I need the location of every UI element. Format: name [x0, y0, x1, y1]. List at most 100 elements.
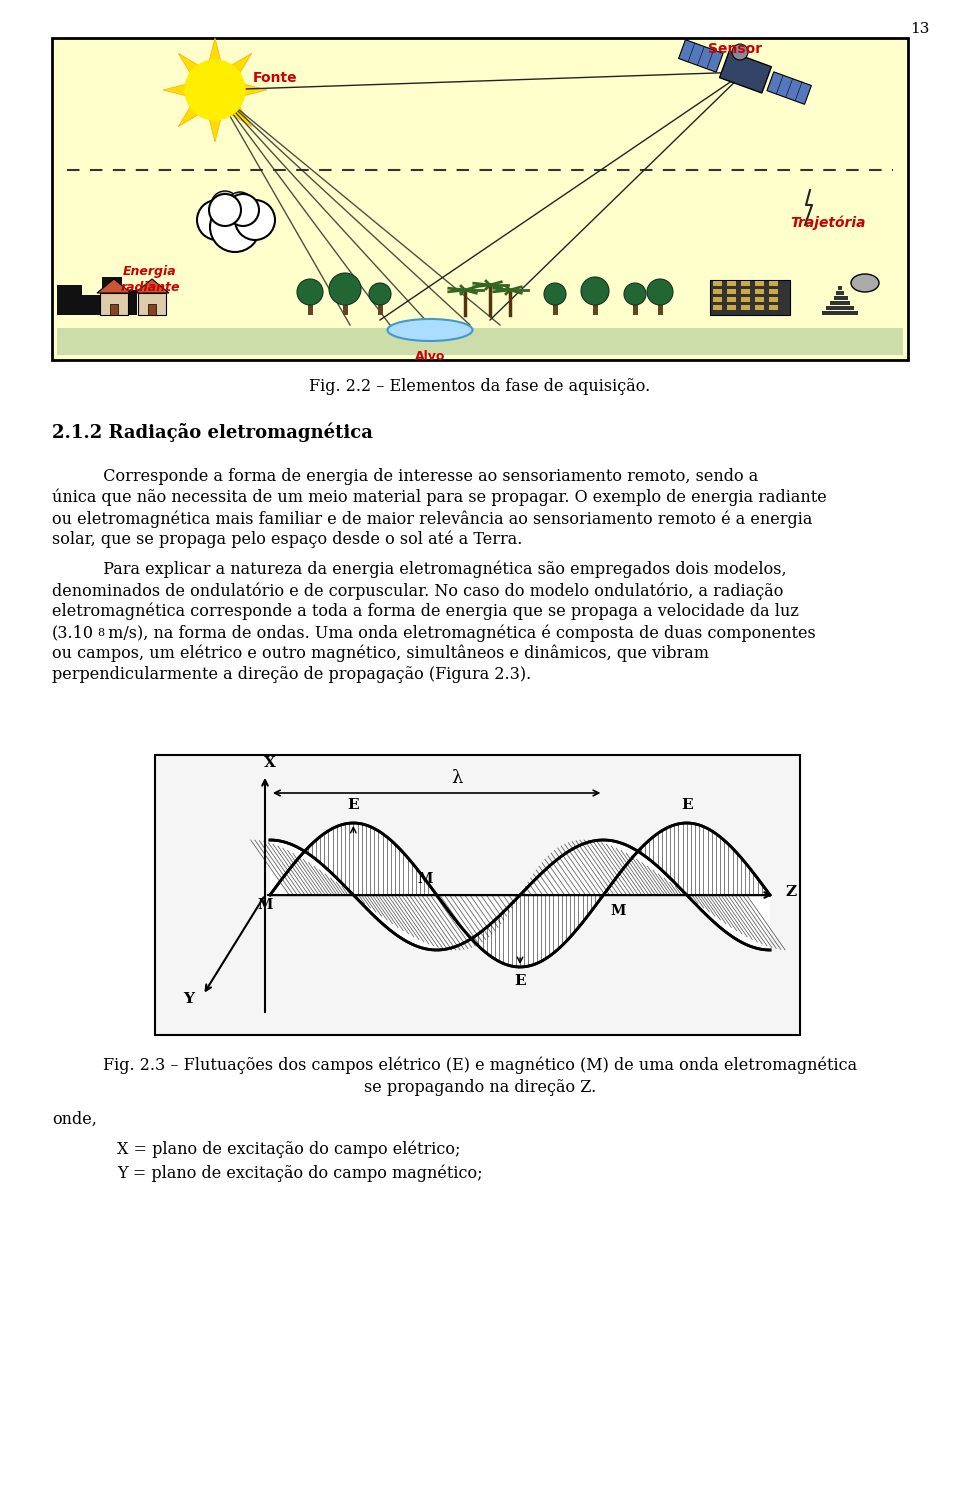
Text: X = plano de excitação do campo elétrico;: X = plano de excitação do campo elétrico… — [117, 1141, 461, 1159]
Circle shape — [369, 283, 391, 305]
Polygon shape — [209, 119, 221, 141]
Ellipse shape — [851, 274, 879, 292]
Polygon shape — [230, 53, 252, 75]
Bar — [713, 305, 722, 310]
Bar — [830, 301, 850, 305]
Bar — [755, 289, 764, 295]
Text: Z: Z — [785, 885, 796, 899]
Text: m/s), na forma de ondas. Uma onda eletromagnética é composta de duas componentes: m/s), na forma de ondas. Uma onda eletro… — [103, 624, 816, 642]
Circle shape — [297, 280, 323, 305]
Bar — [343, 305, 348, 316]
Bar — [52, 38, 908, 361]
Bar — [727, 289, 736, 295]
Text: Corresponde a forma de energia de interesse ao sensoriamento remoto, sendo a: Corresponde a forma de energia de intere… — [52, 467, 758, 485]
Text: solar, que se propaga pelo espaço desde o sol até a Terra.: solar, que se propaga pelo espaço desde … — [52, 531, 522, 549]
Text: denominados de ondulatório e de corpuscular. No caso do modelo ondulatório, a ra: denominados de ondulatório e de corpuscu… — [52, 582, 783, 600]
Text: 2.1.2 Radiação eletromagnética: 2.1.2 Radiação eletromagnética — [52, 422, 372, 442]
Text: perpendicularmente a direção de propagação (Figura 2.3).: perpendicularmente a direção de propagaç… — [52, 666, 531, 682]
Bar — [110, 304, 118, 316]
Text: Energia
radiante: Energia radiante — [120, 265, 180, 295]
Circle shape — [211, 191, 239, 219]
Circle shape — [185, 60, 245, 120]
Bar — [720, 51, 772, 93]
Bar — [755, 305, 764, 310]
Text: ou campos, um elétrico e outro magnético, simultâneos e dinâmicos, que vibram: ou campos, um elétrico e outro magnético… — [52, 645, 709, 663]
Bar — [593, 305, 598, 316]
Bar — [148, 304, 156, 316]
Bar — [633, 305, 638, 316]
Text: Y = plano de excitação do campo magnético;: Y = plano de excitação do campo magnétic… — [117, 1165, 483, 1183]
Text: M: M — [257, 897, 273, 912]
Bar — [553, 305, 558, 316]
Bar — [769, 298, 778, 302]
Polygon shape — [230, 105, 252, 126]
Text: Fig. 2.3 – Flutuações dos campos elétrico (E) e magnético (M) de uma onda eletro: Fig. 2.3 – Flutuações dos campos elétric… — [103, 1057, 857, 1075]
Text: se propagando na direção Z.: se propagando na direção Z. — [364, 1079, 596, 1096]
Bar — [57, 328, 903, 355]
Text: M: M — [417, 872, 432, 885]
Text: Fonte: Fonte — [253, 71, 298, 86]
Circle shape — [624, 283, 646, 305]
Circle shape — [329, 274, 361, 305]
Bar — [138, 293, 166, 316]
Circle shape — [235, 200, 275, 240]
Polygon shape — [243, 84, 267, 96]
Bar — [713, 298, 722, 302]
Text: única que não necessita de um meio material para se propagar. O exemplo de energ: única que não necessita de um meio mater… — [52, 488, 827, 507]
Bar — [769, 289, 778, 295]
Bar — [727, 298, 736, 302]
Text: Y: Y — [183, 992, 195, 1006]
Text: 13: 13 — [911, 23, 930, 36]
Text: Trajetória: Trajetória — [790, 215, 866, 230]
Circle shape — [581, 277, 609, 305]
Circle shape — [197, 200, 237, 240]
Bar — [658, 305, 663, 316]
Bar — [769, 281, 778, 286]
Text: eletromagnética corresponde a toda a forma de energia que se propaga a velocidad: eletromagnética corresponde a toda a for… — [52, 603, 799, 621]
Text: onde,: onde, — [52, 1111, 97, 1127]
Polygon shape — [163, 84, 187, 96]
Polygon shape — [179, 105, 200, 126]
Circle shape — [227, 192, 253, 218]
Circle shape — [647, 280, 673, 305]
Bar — [826, 307, 854, 310]
Polygon shape — [57, 277, 137, 316]
Bar — [378, 305, 383, 316]
Bar — [769, 305, 778, 310]
Bar — [155, 755, 800, 1036]
Text: ou eletromagnética mais familiar e de maior relevância ao sensoriamento remoto é: ou eletromagnética mais familiar e de ma… — [52, 510, 812, 528]
Circle shape — [209, 194, 241, 225]
Circle shape — [227, 194, 259, 225]
Text: E: E — [348, 798, 359, 812]
Bar — [308, 305, 313, 316]
Bar — [100, 293, 128, 316]
Bar — [767, 72, 811, 104]
Circle shape — [210, 201, 260, 253]
Circle shape — [544, 283, 566, 305]
Text: 8: 8 — [97, 628, 104, 637]
Text: M: M — [611, 903, 626, 918]
Bar — [836, 292, 844, 295]
Bar — [838, 286, 842, 290]
Bar — [679, 39, 723, 72]
Polygon shape — [97, 280, 131, 293]
Bar — [713, 289, 722, 295]
Text: (3.10: (3.10 — [52, 624, 94, 640]
Circle shape — [732, 44, 748, 60]
Bar — [755, 298, 764, 302]
Bar — [710, 280, 790, 316]
Text: Fig. 2.2 – Elementos da fase de aquisição.: Fig. 2.2 – Elementos da fase de aquisiçã… — [309, 377, 651, 395]
Polygon shape — [135, 280, 169, 293]
Bar — [822, 311, 858, 316]
Text: E: E — [681, 798, 692, 812]
Bar — [727, 305, 736, 310]
Text: Para explicar a natureza da energia eletromagnética são empregados dois modelos,: Para explicar a natureza da energia elet… — [52, 561, 786, 579]
Text: Alvo: Alvo — [415, 350, 445, 364]
Ellipse shape — [388, 319, 472, 341]
Polygon shape — [179, 53, 200, 75]
Text: E: E — [515, 974, 526, 987]
Bar — [741, 298, 750, 302]
Text: Sensor: Sensor — [708, 42, 762, 56]
Polygon shape — [209, 38, 221, 62]
Bar — [741, 305, 750, 310]
